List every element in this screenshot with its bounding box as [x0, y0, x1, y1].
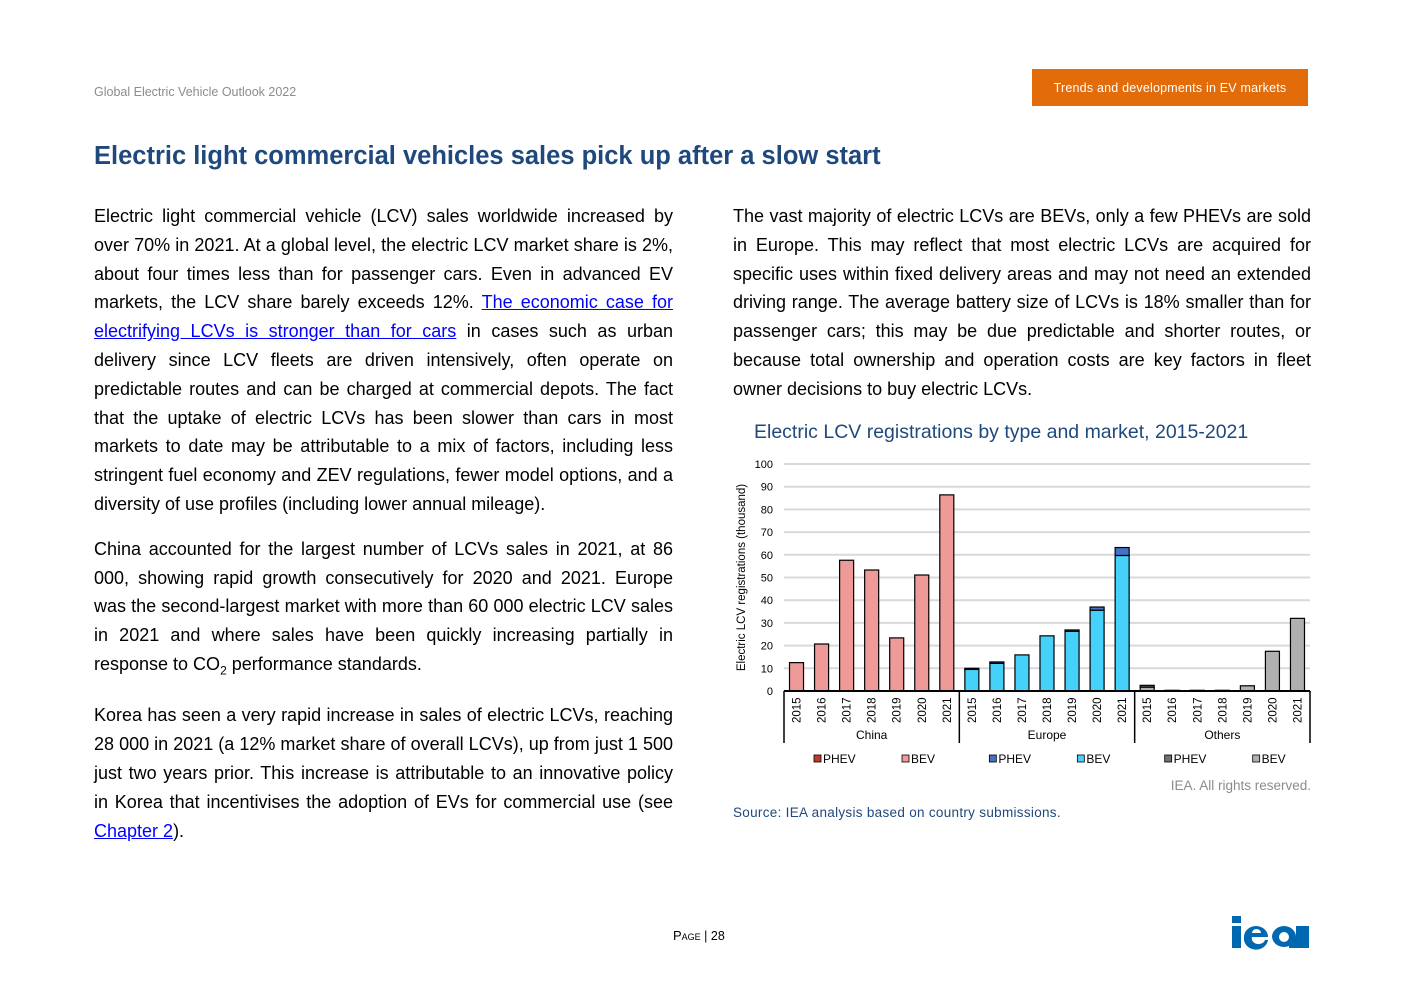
bar-others-bev-2021: [1289, 617, 1306, 692]
legend-swatch: [901, 754, 910, 763]
rights-notice: IEA. All rights reserved.: [1170, 778, 1311, 793]
legend-label: BEV: [1262, 752, 1286, 766]
page-number: Page | 28: [673, 928, 725, 943]
x-tick-label: 2019: [1242, 697, 1254, 723]
y-axis-label: Electric LCV registrations (thousand): [736, 484, 748, 671]
y-tick-label: 40: [761, 595, 773, 607]
y-tick-label: 20: [761, 641, 773, 653]
y-tick-label: 10: [761, 663, 773, 675]
subscript: 2: [220, 663, 227, 678]
legend-label: PHEV: [823, 752, 856, 766]
bar-europe-bev-2019: [1064, 630, 1080, 692]
x-tick-label: 2015: [792, 697, 804, 723]
x-tick-label: 2016: [817, 697, 829, 723]
text: Electric light commercial vehicle (LCV) …: [94, 206, 673, 313]
bar-china-bev-2021: [939, 494, 955, 692]
x-tick-label: 2016: [992, 697, 1004, 723]
right-column: The vast majority of electric LCVs are B…: [733, 202, 1311, 420]
chapter-2-link[interactable]: Chapter 2: [94, 820, 174, 841]
x-tick-label: 2018: [1217, 697, 1229, 723]
bar-europe-bev-2015: [964, 668, 980, 692]
legend-swatch: [1164, 754, 1173, 763]
bar-chart: 0 10 20 30 40 50 60 70 80 90 100 Electric LCV regis…: [736, 459, 1311, 766]
bar-europe-phev-2015: [964, 667, 980, 671]
group-label: Europe: [1028, 728, 1067, 742]
page-title: Electric light commercial vehicles sales…: [94, 142, 881, 170]
bar-europe-bev-2016: [989, 662, 1005, 692]
x-tick-label: 2017: [842, 697, 854, 723]
economic-case-link[interactable]: The economic case for electrifying LCVs …: [94, 292, 673, 342]
paragraph: Korea has seen a very rapid increase in …: [94, 701, 673, 845]
legend-swatch: [1076, 754, 1085, 763]
text: China accounted for the largest number o…: [94, 538, 673, 674]
y-tick-label: 50: [761, 573, 773, 585]
group-label: China: [856, 728, 888, 742]
bar-europe-bev-2021: [1114, 554, 1130, 692]
paragraph: China accounted for the largest number o…: [94, 535, 673, 686]
chart-title: Electric LCV registrations by type and m…: [754, 421, 1249, 443]
source-note: Source: IEA analysis based on country su…: [733, 805, 1061, 820]
bar-europe-bev-2018: [1039, 635, 1055, 692]
x-tick-label: 2021: [1292, 697, 1304, 723]
page-label: Page: [673, 928, 701, 943]
page-num: 28: [710, 929, 725, 943]
bar-europe-bev-2017: [1014, 654, 1030, 692]
bar-europe-phev-2016: [989, 661, 1005, 664]
y-tick-label: 70: [761, 527, 773, 539]
legend-label: BEV: [911, 752, 935, 766]
x-tick-label: 2017: [1192, 697, 1204, 723]
group-label: Others: [1204, 728, 1240, 742]
y-tick-label: 0: [767, 686, 773, 698]
legend-swatch: [813, 754, 822, 763]
x-tick-label: 2018: [1042, 697, 1054, 723]
x-tick-label: 2016: [1167, 697, 1179, 723]
bar-china-bev-2017: [839, 559, 855, 692]
y-tick-label: 90: [761, 482, 773, 494]
text: Korea has seen a very rapid increase in …: [94, 705, 673, 812]
bar-china-bev-2018: [864, 569, 880, 692]
y-tick-label: 100: [755, 459, 773, 471]
legend-label: BEV: [1086, 752, 1110, 766]
publication-title: Global Electric Vehicle Outlook 2022: [94, 85, 297, 99]
x-tick-label: 2021: [1117, 697, 1129, 723]
bar-europe-phev-2019: [1064, 629, 1080, 632]
legend-swatch: [988, 754, 997, 763]
x-tick-label: 2015: [1142, 697, 1154, 723]
bar-china-bev-2015: [788, 662, 805, 692]
separator: |: [704, 929, 708, 943]
legend-label: PHEV: [998, 752, 1031, 766]
bar-others-phev-2015: [1139, 684, 1155, 688]
bar-china-bev-2019: [889, 637, 905, 692]
x-tick-label: 2015: [967, 697, 979, 723]
x-tick-label: 2019: [1067, 697, 1079, 723]
bar-europe-bev-2020: [1089, 609, 1105, 692]
x-tick-label: 2020: [1267, 697, 1279, 723]
y-tick-label: 30: [761, 618, 773, 630]
text: in cases such as urban delivery since LC…: [94, 321, 674, 514]
bar-europe-phev-2021: [1114, 546, 1130, 557]
bar-europe-phev-2020: [1089, 606, 1105, 611]
y-tick-label: 60: [761, 550, 773, 562]
section-tag: Trends and developments in EV markets: [1032, 69, 1308, 106]
x-tick-label: 2017: [1017, 697, 1029, 723]
x-tick-label: 2019: [892, 697, 904, 723]
y-tick-label: 80: [761, 504, 773, 516]
x-tick-label: 2020: [917, 697, 929, 723]
x-tick-label: 2020: [1092, 697, 1104, 723]
text: ).: [173, 820, 185, 841]
left-column: Electric light commercial vehicle (LCV) …: [94, 202, 673, 861]
x-tick-label: 2018: [867, 697, 879, 723]
iea-logo: [1232, 916, 1309, 950]
paragraph: The vast majority of electric LCVs are B…: [733, 206, 1311, 399]
bar-china-bev-2016: [813, 643, 830, 692]
bar-others-bev-2020: [1264, 650, 1281, 692]
legend-swatch: [1252, 754, 1261, 763]
bar-china-bev-2020: [914, 574, 930, 692]
x-tick-label: 2021: [942, 697, 954, 723]
paragraph: Electric light commercial vehicle (LCV) …: [94, 202, 673, 519]
legend-label: PHEV: [1174, 752, 1207, 766]
text: performance standards.: [226, 653, 422, 674]
